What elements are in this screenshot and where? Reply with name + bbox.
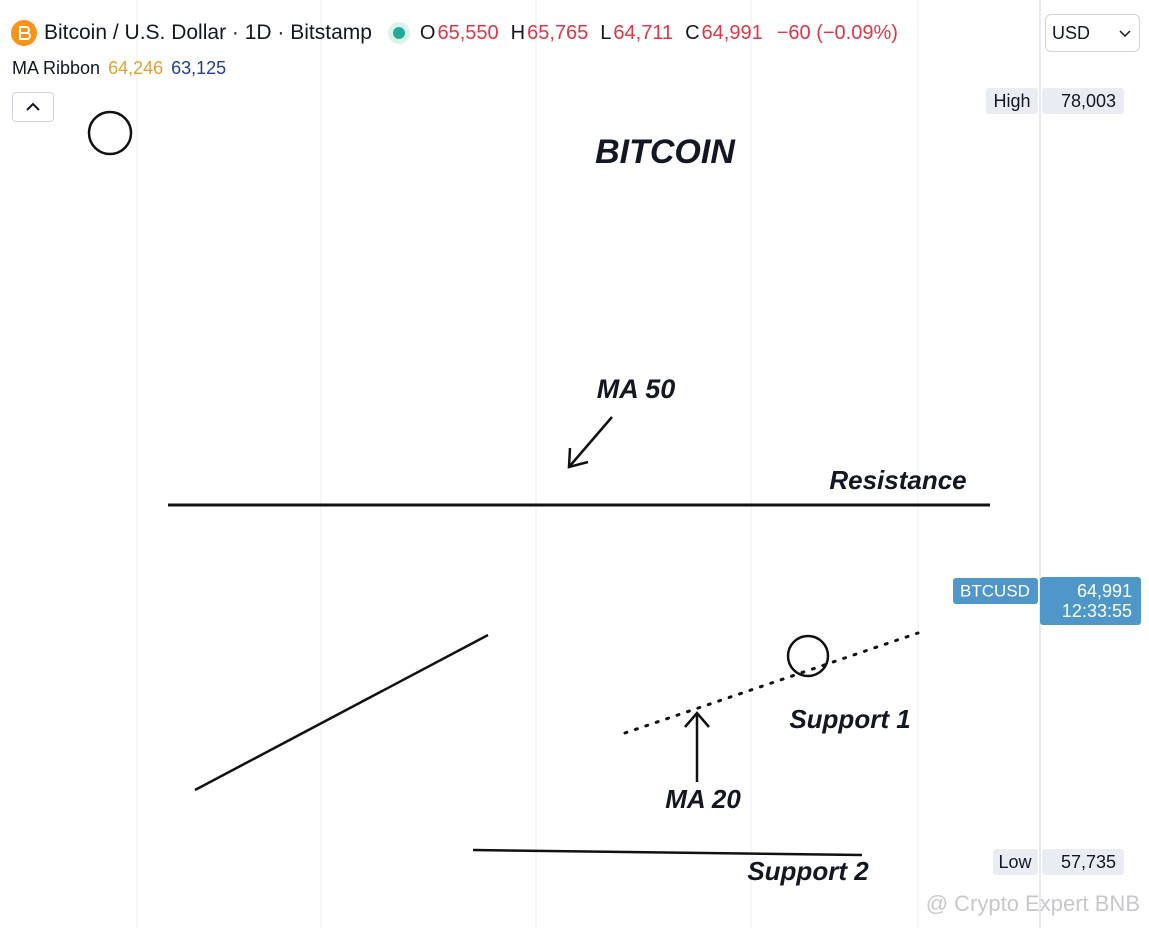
indicator-name: MA Ribbon: [12, 58, 101, 78]
arrow-head: [684, 711, 710, 728]
trend-line: [194, 633, 489, 792]
ohlc-key: L: [600, 21, 612, 44]
ma20-value: 64,246: [108, 58, 164, 78]
annotation: Resistance: [829, 465, 966, 495]
status-dot: [387, 22, 410, 44]
label-box: [1040, 577, 1141, 625]
ohlc-value: 65,550: [437, 21, 499, 44]
ma50-value: 63,125: [171, 58, 227, 78]
arrow-head: [567, 447, 589, 469]
cross-circle: [87, 110, 133, 156]
drawings: [87, 110, 990, 857]
arrow: [568, 416, 613, 468]
ohlc-key: O: [419, 21, 436, 44]
high-label: High 78,003: [986, 88, 1124, 114]
high-value: 78,003: [1061, 91, 1116, 111]
ma20-annotation: MA 20: [665, 784, 741, 814]
annotation: Support 2: [747, 856, 869, 886]
low-label-text: Low: [998, 852, 1032, 872]
indicator-legend: MA Ribbon 64,246 63,125: [12, 58, 234, 79]
change: −60 (−0.09%): [776, 21, 898, 44]
ohlc: O 65,550 H 65,765 L 64,711 C 64,991: [420, 22, 775, 45]
last-value: 64,991: [1077, 581, 1132, 601]
last-price-label: BTCUSD 64,991 12:33:55: [953, 577, 1141, 625]
grid: [136, 0, 919, 928]
low-value: 57,735: [1061, 852, 1116, 872]
watermark: @ Crypto Expert BNB: [926, 891, 1140, 916]
currency: USD: [1052, 22, 1091, 43]
countdown: 12:33:55: [1062, 601, 1132, 621]
ohlc-value: 64,711: [613, 21, 674, 44]
ohlc-value: 65,765: [527, 21, 589, 44]
status-core: [392, 27, 405, 39]
currency-select[interactable]: USD: [1045, 14, 1140, 52]
chevron-line: [1119, 30, 1131, 38]
chart-title: BITCOIN: [595, 133, 736, 171]
ohlc-key: H: [510, 21, 526, 44]
symbol-label: BTCUSD: [960, 581, 1030, 600]
chevron: [26, 102, 40, 111]
collapse-button[interactable]: [12, 92, 54, 122]
ohlc-value: 64,991: [701, 21, 763, 44]
label-box: [953, 578, 1038, 604]
label-box: [1042, 88, 1124, 114]
coin-icon: [11, 20, 37, 46]
cross-circle: [786, 634, 830, 678]
coin-mark: [19, 26, 31, 40]
label-box: [986, 88, 1038, 114]
ohlc-key: C: [685, 21, 700, 44]
annotation: Support 1: [789, 704, 910, 734]
support-2-line: [472, 848, 863, 857]
high-label-text: High: [993, 91, 1030, 111]
support-1-line: [623, 631, 920, 735]
label-box: [993, 849, 1038, 875]
label-box: [1042, 849, 1124, 875]
low-label: Low 57,735: [993, 849, 1124, 875]
chevron-line: [26, 102, 40, 111]
chevron: [1119, 30, 1131, 38]
symbol: Bitcoin / U.S. Dollar · 1D · Bitstamp: [44, 21, 372, 44]
ma50-annotation: MA 50: [597, 374, 676, 404]
